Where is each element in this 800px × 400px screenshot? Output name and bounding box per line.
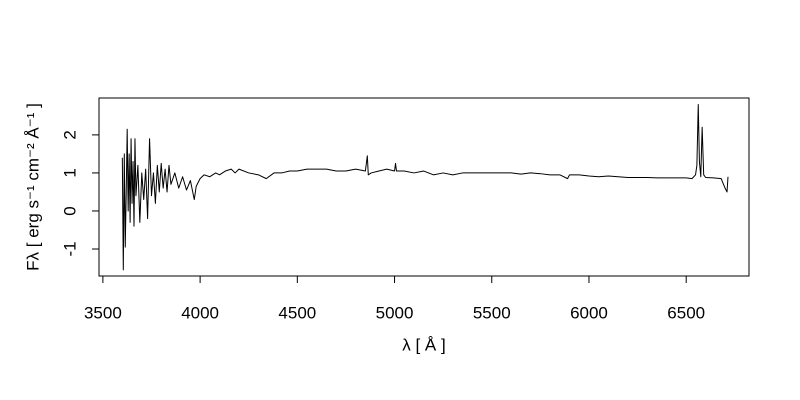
x-axis-label: λ [ Å ] [402, 335, 445, 354]
plot-frame [98, 97, 750, 277]
y-tick-label: 1 [60, 168, 79, 177]
y-tick-label: 2 [60, 130, 79, 139]
y-axis-label: Fλ [ erg s⁻¹ cm⁻² Å⁻¹ ] [23, 103, 42, 271]
y-tick-label: 0 [60, 206, 79, 215]
x-tick-label: 4500 [278, 303, 316, 322]
y-tick-label: -1 [60, 241, 79, 256]
x-tick-label: 6000 [570, 303, 608, 322]
x-tick-label: 5500 [473, 303, 511, 322]
x-tick-label: 3500 [84, 303, 122, 322]
x-tick-label: 6500 [667, 303, 705, 322]
x-tick-label: 5000 [376, 303, 414, 322]
x-tick-label: 4000 [181, 303, 219, 322]
spectrum-line [121, 103, 729, 271]
